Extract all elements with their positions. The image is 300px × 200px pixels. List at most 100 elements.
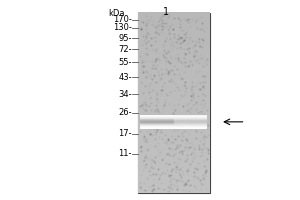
Bar <box>138 18 210 22</box>
Text: 43-: 43- <box>118 73 132 82</box>
Bar <box>138 57 210 61</box>
Bar <box>138 30 210 34</box>
Bar <box>138 69 210 73</box>
Bar <box>140 121 207 122</box>
Bar <box>138 78 210 82</box>
Bar <box>140 124 174 125</box>
Bar <box>140 122 207 123</box>
Bar <box>138 175 210 178</box>
Bar <box>140 121 174 122</box>
Bar <box>138 63 210 67</box>
Bar <box>138 142 210 145</box>
Bar <box>140 117 207 118</box>
Bar <box>138 100 210 103</box>
Bar <box>140 126 207 127</box>
Bar <box>138 21 210 25</box>
Bar <box>138 60 210 64</box>
Bar <box>138 48 210 52</box>
Bar <box>140 126 174 127</box>
Bar <box>138 51 210 55</box>
Bar <box>138 115 210 118</box>
Bar <box>140 123 207 124</box>
Bar <box>140 127 174 128</box>
Bar <box>140 127 207 128</box>
Bar <box>140 123 174 124</box>
Bar <box>138 91 210 94</box>
Bar <box>140 123 174 124</box>
Bar <box>140 122 207 123</box>
Bar <box>140 124 207 125</box>
Bar <box>138 172 210 175</box>
Bar <box>138 39 210 43</box>
Bar <box>140 116 207 117</box>
Text: kDa: kDa <box>108 9 124 18</box>
Bar <box>138 94 210 97</box>
Bar <box>138 178 210 181</box>
Bar <box>138 12 210 16</box>
Bar <box>138 154 210 157</box>
Bar <box>140 121 207 122</box>
Bar <box>140 128 207 129</box>
Bar <box>138 72 210 76</box>
Bar <box>140 124 174 125</box>
Bar <box>140 128 207 129</box>
Bar <box>138 121 210 124</box>
Bar <box>140 128 174 129</box>
Bar <box>140 122 174 123</box>
Bar <box>140 118 174 119</box>
Text: 130-: 130- <box>113 23 132 32</box>
Bar <box>138 54 210 58</box>
Bar <box>138 148 210 151</box>
Bar <box>140 122 174 123</box>
Bar <box>138 112 210 115</box>
Bar <box>140 123 207 124</box>
Bar <box>140 116 174 117</box>
Bar <box>140 118 174 119</box>
Bar <box>138 157 210 160</box>
Text: 1: 1 <box>164 7 169 17</box>
Bar <box>138 139 210 142</box>
Bar <box>138 136 210 139</box>
Bar <box>138 166 210 169</box>
Text: 170-: 170- <box>113 15 132 24</box>
Text: 17-: 17- <box>118 129 132 138</box>
Bar <box>138 145 210 148</box>
Bar <box>140 119 174 120</box>
Bar <box>138 151 210 154</box>
Bar <box>140 117 174 118</box>
Text: 34-: 34- <box>118 90 132 99</box>
Bar <box>140 118 207 119</box>
Bar <box>138 88 210 91</box>
Bar <box>138 190 210 193</box>
Bar <box>138 103 210 106</box>
Bar <box>140 125 174 126</box>
Bar <box>138 24 210 28</box>
Bar <box>140 127 207 128</box>
Bar <box>138 184 210 187</box>
Bar <box>140 119 174 120</box>
Text: 26-: 26- <box>118 108 132 117</box>
Bar <box>140 119 207 120</box>
Bar <box>138 42 210 46</box>
Bar <box>140 125 207 126</box>
Bar <box>138 187 210 190</box>
Bar <box>138 66 210 70</box>
Bar <box>138 33 210 37</box>
Bar <box>138 97 210 100</box>
Bar <box>138 85 210 88</box>
Bar <box>138 169 210 172</box>
Bar <box>138 75 210 79</box>
Text: 55-: 55- <box>118 58 132 67</box>
Text: 72-: 72- <box>118 45 132 54</box>
Bar <box>140 120 207 121</box>
Bar <box>138 160 210 163</box>
Bar <box>140 119 207 120</box>
Text: 11-: 11- <box>118 149 132 158</box>
Bar <box>138 181 210 184</box>
Bar <box>140 127 174 128</box>
Bar <box>140 121 174 122</box>
Bar <box>138 106 210 109</box>
Bar <box>138 133 210 136</box>
Bar <box>138 13 210 193</box>
Bar <box>138 81 210 85</box>
